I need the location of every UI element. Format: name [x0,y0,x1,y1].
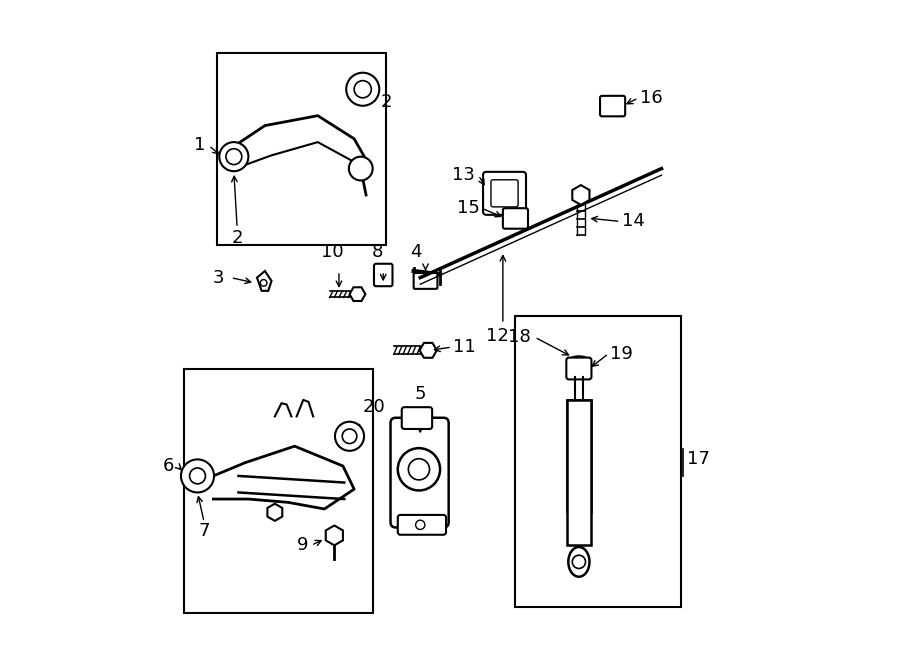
Text: 3: 3 [212,268,224,287]
Circle shape [346,73,379,106]
Text: 19: 19 [610,344,633,363]
Text: 17: 17 [687,450,709,469]
Text: 13: 13 [452,166,475,184]
FancyBboxPatch shape [503,208,528,229]
FancyBboxPatch shape [491,180,518,207]
Circle shape [260,280,267,286]
Circle shape [190,468,205,484]
Circle shape [416,520,425,529]
Circle shape [349,157,373,180]
Bar [515,316,681,607]
Bar [567,400,590,512]
Circle shape [220,142,248,171]
FancyBboxPatch shape [600,96,626,116]
Text: 14: 14 [622,212,644,231]
Text: 18: 18 [508,328,531,346]
Text: 11: 11 [454,338,476,356]
FancyBboxPatch shape [566,358,591,379]
Circle shape [409,459,429,480]
Text: 2: 2 [381,93,392,112]
Bar [184,369,373,613]
Text: 5: 5 [415,385,426,403]
Text: 10: 10 [321,243,344,261]
Text: 15: 15 [457,199,480,217]
Circle shape [226,149,242,165]
Circle shape [181,459,214,492]
Text: 2: 2 [231,229,243,247]
Circle shape [572,555,586,568]
Text: 4: 4 [410,243,421,261]
Circle shape [335,422,365,451]
Text: 1: 1 [194,136,205,155]
Text: 9: 9 [296,536,308,555]
FancyBboxPatch shape [398,515,446,535]
FancyBboxPatch shape [391,418,449,527]
Bar [567,400,590,545]
Text: 7: 7 [198,522,210,540]
FancyBboxPatch shape [401,407,432,429]
FancyBboxPatch shape [414,273,437,289]
Circle shape [355,81,372,98]
Text: 12: 12 [486,327,509,345]
Text: 16: 16 [641,89,663,107]
Ellipse shape [570,356,588,364]
Bar [217,53,386,245]
Circle shape [398,448,440,490]
FancyBboxPatch shape [483,172,526,215]
Circle shape [342,429,356,444]
Polygon shape [257,271,272,291]
Text: 20: 20 [363,399,385,416]
Text: 6: 6 [163,457,175,475]
FancyBboxPatch shape [374,264,392,286]
Text: 8: 8 [372,243,383,261]
Ellipse shape [568,547,590,576]
